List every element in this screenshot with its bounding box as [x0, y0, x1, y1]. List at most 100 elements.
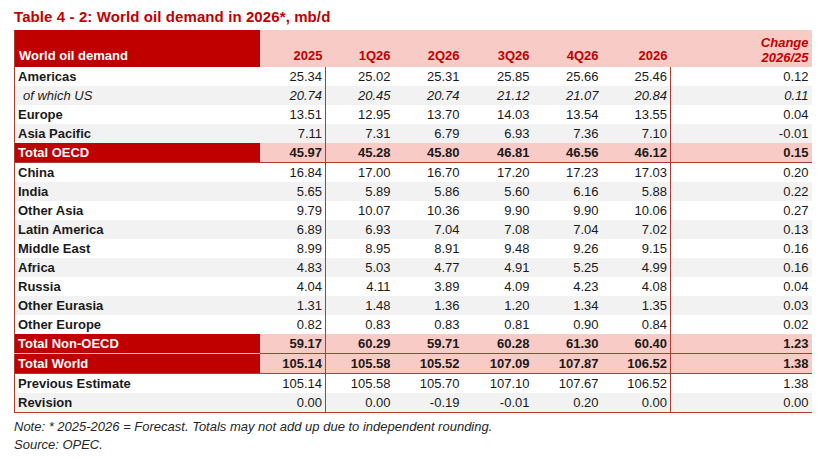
col-header-4q26: 4Q26 [533, 30, 602, 67]
cell-value: 3.89 [394, 277, 463, 296]
cell-value: 106.52 [602, 374, 671, 394]
cell-value: 105.58 [326, 374, 394, 394]
cell-value: 105.58 [326, 354, 394, 374]
cell-value: 106.52 [602, 354, 671, 374]
cell-value: 9.15 [602, 239, 671, 258]
cell-change: 0.11 [671, 86, 812, 105]
cell-value: 4.91 [463, 258, 533, 277]
cell-value: 46.56 [533, 143, 602, 163]
cell-value: 105.52 [394, 354, 463, 374]
row-label: Middle East [15, 239, 260, 258]
cell-value: 7.11 [260, 124, 326, 143]
oil-demand-table: World oil demand 2025 1Q26 2Q26 3Q26 4Q2… [14, 30, 812, 413]
table-row: Latin America6.896.937.047.087.047.020.1… [15, 220, 812, 239]
table-row: Americas25.3425.0225.3125.8525.6625.460.… [15, 67, 812, 86]
cell-value: 25.85 [463, 67, 533, 86]
row-label: Europe [15, 105, 260, 124]
cell-value: 20.74 [260, 86, 326, 105]
col-header-2q26: 2Q26 [394, 30, 463, 67]
cell-value: 20.74 [394, 86, 463, 105]
cell-value: 7.36 [533, 124, 602, 143]
cell-value: 6.93 [326, 220, 394, 239]
cell-value: 12.95 [326, 105, 394, 124]
cell-change: 0.12 [671, 67, 812, 86]
cell-change: 0.00 [671, 393, 812, 413]
cell-value: 25.66 [533, 67, 602, 86]
row-label: Total OECD [15, 143, 260, 163]
cell-value: 45.80 [394, 143, 463, 163]
cell-value: 105.14 [260, 354, 326, 374]
cell-value: 25.31 [394, 67, 463, 86]
cell-value: 9.90 [463, 201, 533, 220]
cell-value: 17.03 [602, 163, 671, 183]
cell-value: 46.81 [463, 143, 533, 163]
cell-value: 16.70 [394, 163, 463, 183]
cell-value: 7.04 [394, 220, 463, 239]
row-label: Africa [15, 258, 260, 277]
row-label: Total Non-OECD [15, 334, 260, 354]
cell-value: 61.30 [533, 334, 602, 354]
cell-value: 13.54 [533, 105, 602, 124]
cell-value: 10.07 [326, 201, 394, 220]
cell-value: 0.00 [260, 393, 326, 413]
cell-value: 0.82 [260, 315, 326, 334]
cell-value: 7.10 [602, 124, 671, 143]
cell-value: 21.12 [463, 86, 533, 105]
table-body: Americas25.3425.0225.3125.8525.6625.460.… [15, 67, 812, 413]
col-header-change: Change 2026/25 [671, 30, 812, 67]
cell-value: 9.90 [533, 201, 602, 220]
source-line: Source: OPEC. [14, 436, 812, 453]
row-label: Other Eurasia [15, 296, 260, 315]
cell-value: 105.14 [260, 374, 326, 394]
cell-value: 60.40 [602, 334, 671, 354]
table-row: Asia Pacific7.117.316.796.937.367.10-0.0… [15, 124, 812, 143]
cell-value: 107.09 [463, 354, 533, 374]
cell-value: 13.51 [260, 105, 326, 124]
cell-value: 5.89 [326, 182, 394, 201]
cell-value: 0.81 [463, 315, 533, 334]
cell-value: 4.09 [463, 277, 533, 296]
cell-value: 107.10 [463, 374, 533, 394]
cell-value: 6.79 [394, 124, 463, 143]
cell-change: 0.20 [671, 163, 812, 183]
cell-value: 4.83 [260, 258, 326, 277]
cell-value: 5.25 [533, 258, 602, 277]
cell-value: 45.97 [260, 143, 326, 163]
col-header-1q26: 1Q26 [326, 30, 394, 67]
row-label: India [15, 182, 260, 201]
cell-value: 4.04 [260, 277, 326, 296]
row-label: Previous Estimate [15, 374, 260, 394]
table-row: Africa4.835.034.774.915.254.990.16 [15, 258, 812, 277]
cell-change: -0.01 [671, 124, 812, 143]
cell-value: 16.84 [260, 163, 326, 183]
table-row: of which US20.7420.4520.7421.1221.0720.8… [15, 86, 812, 105]
table-row: Previous Estimate105.14105.58105.70107.1… [15, 374, 812, 394]
row-label: Revision [15, 393, 260, 413]
table-row: Total Non-OECD59.1760.2959.7160.2861.306… [15, 334, 812, 354]
cell-value: 7.02 [602, 220, 671, 239]
page: Table 4 - 2: World oil demand in 2026*, … [0, 0, 823, 453]
table-row: Other Eurasia1.311.481.361.201.341.350.0… [15, 296, 812, 315]
cell-value: 9.26 [533, 239, 602, 258]
cell-value: 25.34 [260, 67, 326, 86]
table-title: Table 4 - 2: World oil demand in 2026*, … [14, 8, 812, 25]
cell-value: 17.23 [533, 163, 602, 183]
cell-value: 0.00 [326, 393, 394, 413]
cell-value: 1.34 [533, 296, 602, 315]
cell-change: 0.16 [671, 258, 812, 277]
cell-change: 0.02 [671, 315, 812, 334]
cell-value: 46.12 [602, 143, 671, 163]
cell-value: 5.86 [394, 182, 463, 201]
cell-value: 6.93 [463, 124, 533, 143]
cell-value: 4.23 [533, 277, 602, 296]
cell-value: 4.11 [326, 277, 394, 296]
col-header-3q26: 3Q26 [463, 30, 533, 67]
cell-change: 1.38 [671, 374, 812, 394]
cell-value: 105.70 [394, 374, 463, 394]
cell-value: 7.31 [326, 124, 394, 143]
cell-value: 6.16 [533, 182, 602, 201]
cell-value: 60.29 [326, 334, 394, 354]
table-row: Russia4.044.113.894.094.234.080.04 [15, 277, 812, 296]
cell-change: 0.27 [671, 201, 812, 220]
table-row: Middle East8.998.958.919.489.269.150.16 [15, 239, 812, 258]
